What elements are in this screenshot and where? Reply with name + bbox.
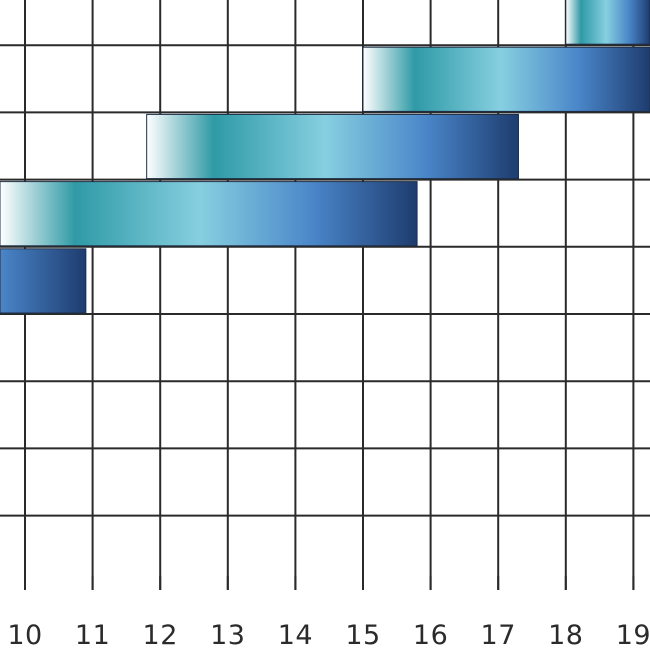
x-tick-label-11: 11 (75, 620, 110, 650)
bar-0 (565, 0, 650, 45)
bars (0, 0, 650, 314)
x-tick-label-14: 14 (278, 620, 313, 650)
x-tick-label-18: 18 (548, 620, 583, 650)
x-axis-ticks: 10 11 12 13 14 15 16 17 18 19 (7, 576, 650, 650)
x-tick-label-19: 19 (616, 620, 650, 650)
bar-1 (362, 46, 650, 112)
x-tick-label-17: 17 (481, 620, 516, 650)
x-tick-label-15: 15 (345, 620, 380, 650)
bar-4 (0, 248, 87, 314)
bar-3 (0, 181, 418, 247)
bar-2 (146, 113, 519, 180)
x-tick-label-12: 12 (143, 620, 178, 650)
x-tick-label-10: 10 (7, 620, 42, 650)
x-tick-label-13: 13 (210, 620, 245, 650)
x-tick-label-16: 16 (413, 620, 448, 650)
